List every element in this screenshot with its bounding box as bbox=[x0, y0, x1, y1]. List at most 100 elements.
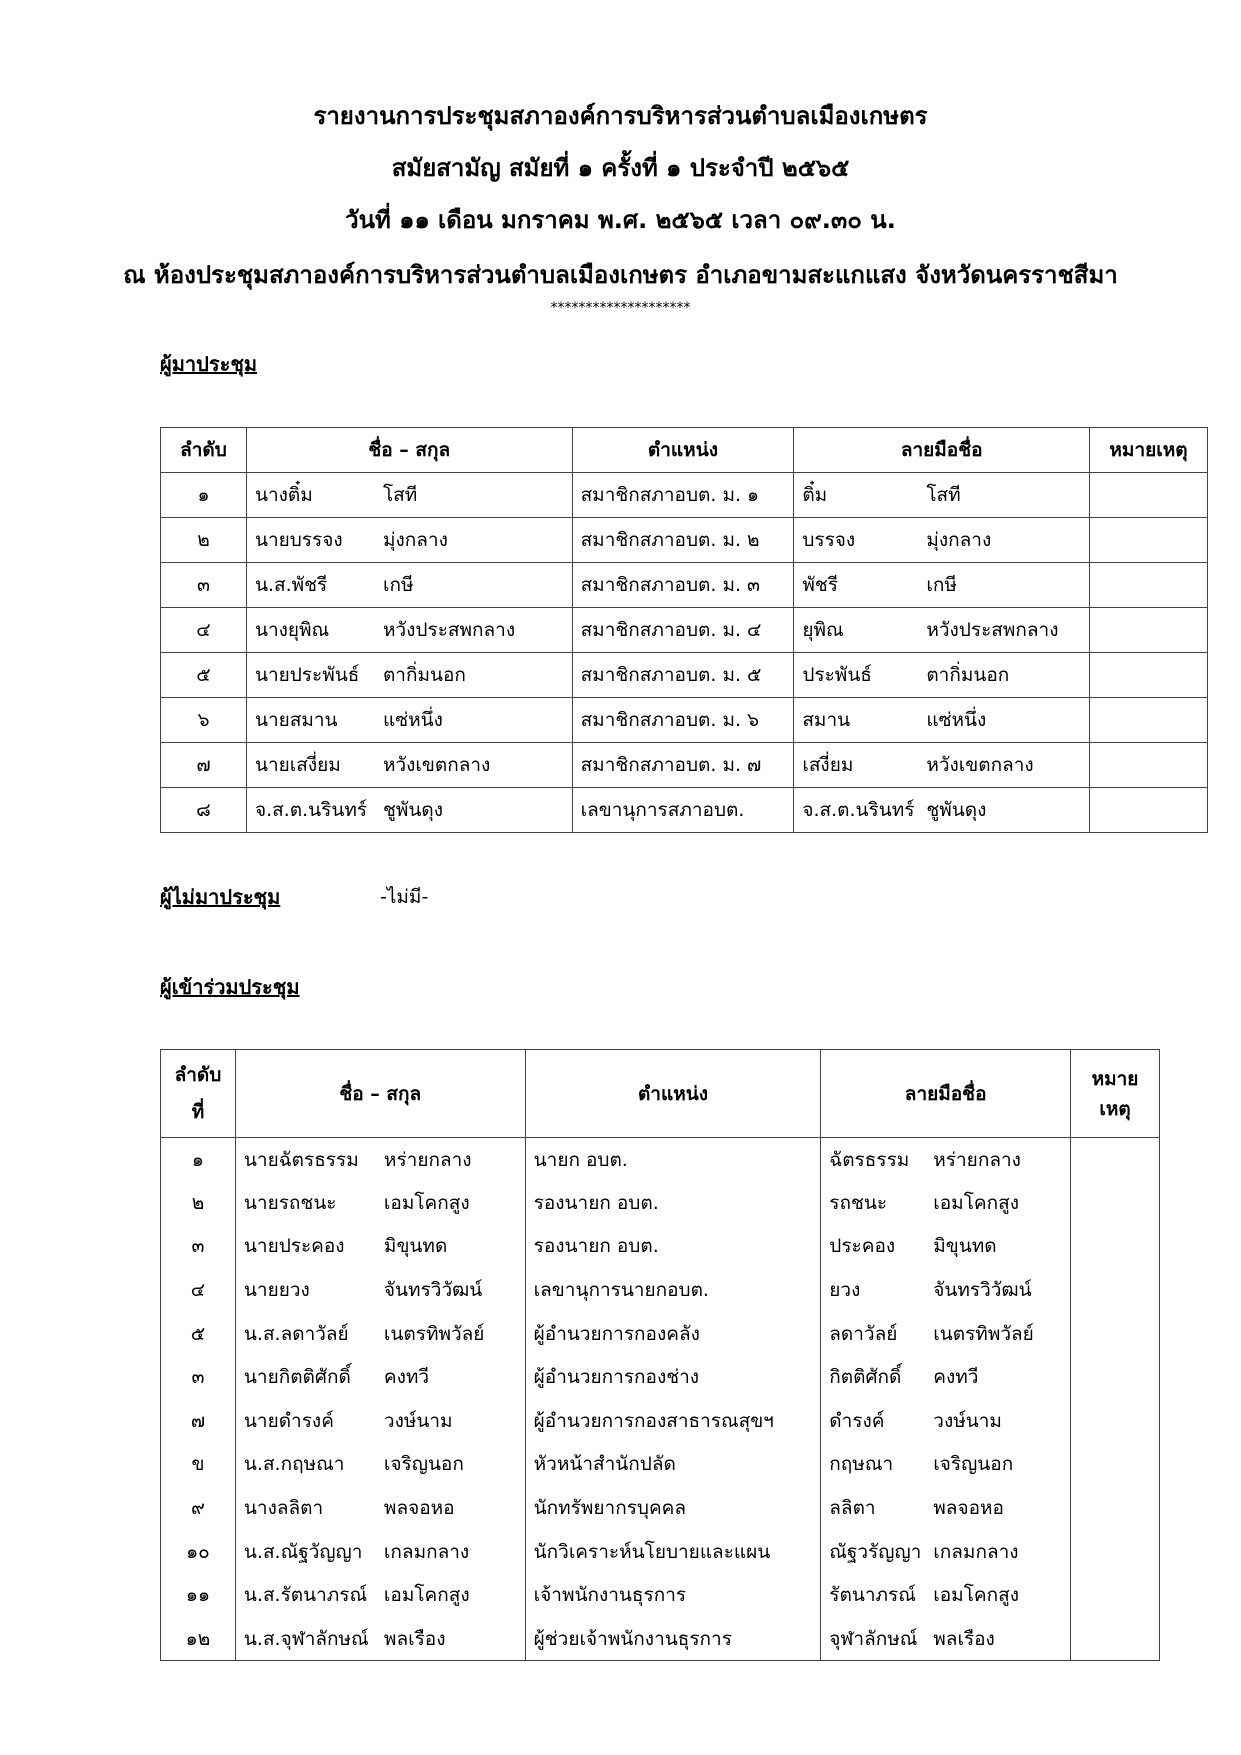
signature-last: หวังเขตกลาง bbox=[926, 754, 1034, 776]
position-cell: เลขานุการสภาอบต. bbox=[571, 787, 795, 833]
name-cell: นางติ๋ม โสที bbox=[245, 472, 573, 518]
signature-first: รถชนะ bbox=[829, 1191, 888, 1214]
signature-cell: ประพันธ์ ตากิ่มนอก bbox=[793, 652, 1091, 698]
participants-heading: ผู้เข้าร่วมประชุม bbox=[160, 975, 300, 999]
row-number: ๔ bbox=[160, 607, 247, 653]
position-cell: สมาชิกสภาอบต. ม. ๔ bbox=[571, 607, 795, 653]
table-row: ๓ นายประคอง มิขุนทด รองนายก อบต. ประคอง มิขุน… bbox=[160, 1224, 1160, 1269]
first-name: นายฉัตรธรรม bbox=[243, 1148, 359, 1171]
note-cell bbox=[1070, 1486, 1160, 1530]
signature-cell: ติ๋ม โสที bbox=[793, 472, 1091, 518]
signature-cell: ลดาวัลย์ เนตรทิพวัลย์ bbox=[820, 1311, 1072, 1356]
name-cell: นายรถชนะ เอมโคกสูง bbox=[234, 1181, 526, 1225]
signature-last: หร่ายกลาง bbox=[933, 1148, 1021, 1171]
name-cell: นายฉัตรธรรม หร่ายกลาง bbox=[234, 1137, 526, 1182]
table-row: ๑ นางติ๋ม โสที สมาชิกสภาอบต. ม. ๑ ติ๋ม โสที bbox=[160, 472, 1208, 518]
table-row: ๗ นายเสงี่ยม หวังเขตกลาง สมาชิกสภาอบต. ม. ๗… bbox=[160, 742, 1208, 788]
signature-last: แซ่หนึ่ง bbox=[926, 709, 987, 731]
session-line: สมัยสามัญ สมัยที่ ๑ ครั้งที่ ๑ ประจำปี ๒… bbox=[391, 154, 850, 182]
table-row: ๕ น.ส.ลดาวัลย์ เนตรทิพวัลย์ ผู้อำนวยการกองค… bbox=[160, 1311, 1160, 1356]
signature-last: เกษี bbox=[926, 574, 957, 596]
name-cell: น.ส.ณัฐวัญญา เกลมกลาง bbox=[234, 1529, 526, 1574]
position-cell: ผู้อำนวยการกองช่าง bbox=[524, 1355, 822, 1400]
first-name: น.ส.จุฬาลักษณ์ bbox=[243, 1627, 369, 1650]
report-title: รายงานการประชุมสภาองค์การบริหารส่วนตำบลเ… bbox=[313, 102, 928, 130]
last-name: พลเรือง bbox=[383, 1627, 446, 1650]
first-name: จ.ส.ต.นรินทร์ bbox=[254, 799, 368, 821]
note-cell bbox=[1089, 607, 1208, 653]
last-name: เอมโคกสูง bbox=[383, 1584, 470, 1607]
table-row: ๒ นายรถชนะ เอมโคกสูง รองนายก อบต. รถชนะ เอมโค… bbox=[160, 1181, 1160, 1225]
last-name: ชูพันดุง bbox=[382, 799, 443, 821]
note-cell bbox=[1089, 787, 1208, 833]
name-cell: นายประคอง มิขุนทด bbox=[234, 1224, 526, 1269]
signature-last: วงษ์นาม bbox=[933, 1409, 1002, 1432]
signature-cell: รถชนะ เอมโคกสูง bbox=[820, 1181, 1072, 1225]
table-row: ๗ นายดำรงค์ วงษ์นาม ผู้อำนวยการกองสาธารณสุข… bbox=[160, 1399, 1160, 1443]
position-cell: สมาชิกสภาอบต. ม. ๕ bbox=[571, 652, 795, 698]
name-cell: น.ส.กฤษณา เจริญนอก bbox=[234, 1442, 526, 1487]
note-cell bbox=[1089, 697, 1208, 743]
signature-first: บรรจง bbox=[802, 529, 856, 551]
first-name: น.ส.กฤษณา bbox=[243, 1453, 345, 1476]
row-number: ๙ bbox=[160, 1486, 236, 1530]
position-cell: รองนายก อบต. bbox=[524, 1224, 822, 1269]
name-cell: นายเสงี่ยม หวังเขตกลาง bbox=[245, 742, 573, 788]
col-header: ลายมือชื่อ bbox=[793, 427, 1091, 473]
first-name: นายประพันธ์ bbox=[254, 664, 360, 686]
note-cell bbox=[1070, 1268, 1160, 1312]
table-row: ๓ น.ส.พัชรี เกษี สมาชิกสภาอบต. ม. ๓ พัชรี เกษ… bbox=[160, 562, 1208, 608]
signature-first: กฤษณา bbox=[829, 1453, 894, 1476]
first-name: นายรถชนะ bbox=[243, 1191, 337, 1214]
row-number: ๓ bbox=[160, 562, 247, 608]
signature-first: ประคอง bbox=[829, 1235, 896, 1258]
signature-first: ณัฐวรัญญา bbox=[829, 1540, 922, 1563]
signature-last: มิขุนทด bbox=[933, 1235, 997, 1258]
attendees-heading: ผู้มาประชุม bbox=[160, 352, 258, 376]
name-cell: นายกิตติศักดิ์ คงทวี bbox=[234, 1355, 526, 1400]
col-header: ตำแหน่ง bbox=[571, 427, 795, 473]
signature-first: ยุพิณ bbox=[802, 619, 844, 641]
signature-first: ลลิตา bbox=[829, 1497, 876, 1520]
signature-last: เอมโคกสูง bbox=[933, 1584, 1020, 1607]
signature-cell: รัตนาภรณ์ เอมโคกสูง bbox=[820, 1573, 1072, 1618]
row-number: ๑ bbox=[160, 472, 247, 518]
table-row: ๑ นายฉัตรธรรม หร่ายกลาง นายก อบต. ฉัตรธรรม หร… bbox=[160, 1137, 1160, 1182]
signature-cell: กฤษณา เจริญนอก bbox=[820, 1442, 1072, 1487]
row-number: ๕ bbox=[160, 652, 247, 698]
position-cell: นักทรัพยากรบุคคล bbox=[524, 1486, 822, 1530]
row-number: ๒ bbox=[160, 1181, 236, 1225]
note-cell bbox=[1070, 1137, 1160, 1182]
position-cell: สมาชิกสภาอบต. ม. ๗ bbox=[571, 742, 795, 788]
name-cell: นายดำรงค์ วงษ์นาม bbox=[234, 1399, 526, 1443]
name-cell: น.ส.รัตนาภรณ์ เอมโคกสูง bbox=[234, 1573, 526, 1618]
row-number: ๑๐ bbox=[160, 1529, 236, 1574]
date-line: วันที่ ๑๑ เดือน มกราคม พ.ศ. ๒๕๖๕ เวลา ๐๙… bbox=[345, 206, 896, 234]
name-cell: นางยุพิณ หวังประสพกลาง bbox=[245, 607, 573, 653]
signature-last: ตากิ่มนอก bbox=[926, 664, 1010, 686]
position-cell: รองนายก อบต. bbox=[524, 1181, 822, 1225]
note-cell bbox=[1070, 1311, 1160, 1356]
attendees-table: ลำดับ ชื่อ – สกุล ตำแหน่ง ลายมือชื่อ หมา… bbox=[160, 427, 1208, 833]
first-name: นายกิตติศักดิ์ bbox=[243, 1366, 351, 1389]
first-name: น.ส.ณัฐวัญญา bbox=[243, 1540, 363, 1563]
first-name: นายยวง bbox=[243, 1279, 310, 1302]
first-name: นางยุพิณ bbox=[254, 619, 330, 641]
last-name: เจริญนอก bbox=[383, 1453, 464, 1476]
signature-last: จันทรวิวัฒน์ bbox=[933, 1279, 1032, 1302]
row-number: ๑ bbox=[160, 1137, 236, 1182]
name-cell: นายยวง จันทรวิวัฒน์ bbox=[234, 1268, 526, 1312]
position-cell: ผู้ช่วยเจ้าพนักงานธุรการ bbox=[524, 1617, 822, 1662]
absent-value: -ไม่มี- bbox=[380, 886, 429, 908]
signature-first: ประพันธ์ bbox=[802, 664, 872, 686]
first-name: นายเสงี่ยม bbox=[254, 754, 341, 776]
last-name: หวังเขตกลาง bbox=[382, 754, 491, 776]
signature-first: จ.ส.ต.นรินทร์ bbox=[802, 799, 915, 821]
signature-cell: บรรจง มุ่งกลาง bbox=[793, 517, 1091, 563]
signature-first: กิตติศักดิ์ bbox=[829, 1366, 902, 1389]
signature-last: คงทวี bbox=[933, 1366, 979, 1389]
table-row: ๑๒ น.ส.จุฬาลักษณ์ พลเรือง ผู้ช่วยเจ้าพนักงา… bbox=[160, 1617, 1160, 1662]
last-name: คงทวี bbox=[383, 1366, 430, 1389]
position-cell: ผู้อำนวยการกองสาธารณสุขฯ bbox=[524, 1399, 822, 1443]
note-cell bbox=[1070, 1399, 1160, 1443]
